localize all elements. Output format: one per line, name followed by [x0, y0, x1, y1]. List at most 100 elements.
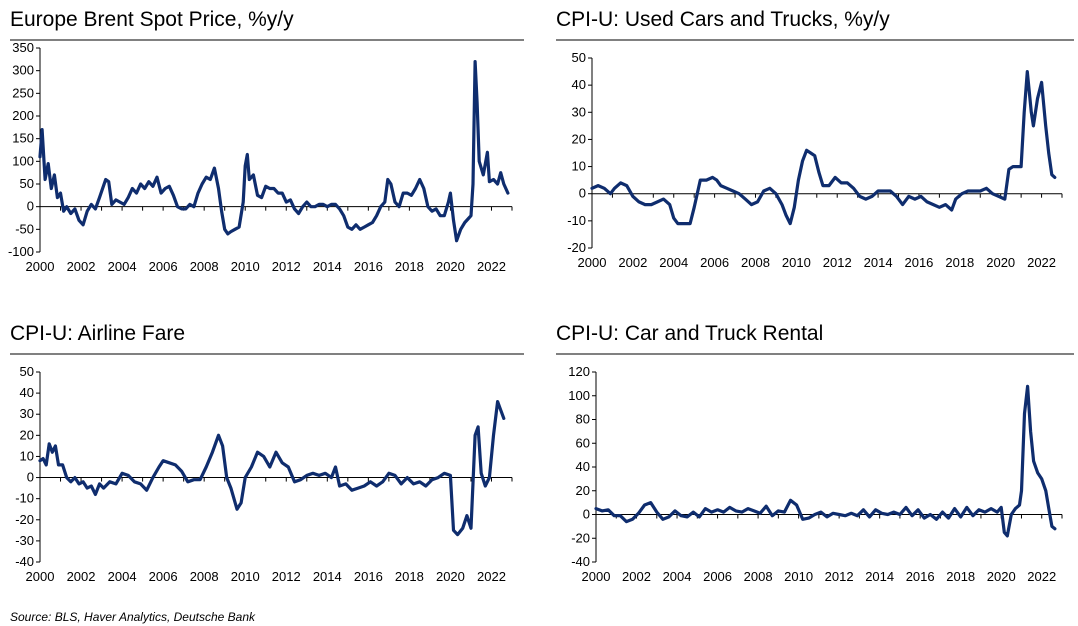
x-tick-label: 2016 — [354, 569, 383, 584]
chart-panel-rental: CPI-U: Car and Truck Rental 120 100 80 60 40… — [556, 322, 1074, 592]
y-tick-label: 60 — [576, 435, 590, 450]
x-tick-label: 2016 — [906, 569, 935, 584]
y-tick-label: 0 — [27, 199, 34, 214]
x-tick-label: 2006 — [149, 569, 178, 584]
x-tick-label: 2018 — [945, 255, 974, 270]
y-tick-label: -20 — [15, 512, 34, 527]
x-tick-label: 2004 — [108, 259, 137, 274]
y-tick-label: -40 — [571, 554, 590, 569]
y-tick-label: 200 — [12, 108, 34, 123]
y-tick-label: 50 — [20, 176, 34, 191]
y-tick-label: 350 — [12, 40, 34, 55]
series-line — [590, 70, 1057, 226]
x-tick-label: 2000 — [26, 259, 55, 274]
y-tick-label: 40 — [572, 77, 586, 92]
x-tick-label: 2002 — [618, 255, 647, 270]
x-tick-label: 2020 — [987, 569, 1016, 584]
y-tick-label: -20 — [571, 530, 590, 545]
x-tick-label: 2010 — [231, 259, 260, 274]
x-tick-label: 2002 — [67, 569, 96, 584]
y-tick-label: 100 — [12, 153, 34, 168]
x-tick-label: 2008 — [741, 255, 770, 270]
x-tick-label: 2018 — [946, 569, 975, 584]
x-tick-label: 2018 — [395, 569, 424, 584]
y-tick-label: 40 — [20, 385, 34, 400]
x-tick-label: 2014 — [864, 255, 893, 270]
y-tick-label: 300 — [12, 63, 34, 78]
x-tick-label: 2012 — [272, 569, 301, 584]
x-tick-label: 2020 — [436, 259, 465, 274]
series-line — [38, 400, 506, 537]
chart-panel-brent: Europe Brent Spot Price, %y/y 350 300 250 2… — [8, 8, 524, 280]
x-tick-label: 2020 — [986, 255, 1015, 270]
y-tick-label: 20 — [20, 427, 34, 442]
y-tick-label: 80 — [576, 412, 590, 427]
y-tick-label: 120 — [568, 364, 590, 379]
x-tick-label: 2002 — [67, 259, 96, 274]
y-tick-label: -30 — [15, 533, 34, 548]
x-tick-label: 2016 — [354, 259, 383, 274]
chart-title: CPI-U: Used Cars and Trucks, %y/y — [556, 8, 890, 31]
x-tick-label: 2014 — [865, 569, 894, 584]
x-tick-label: 2022 — [1027, 255, 1056, 270]
x-tick-label: 2012 — [272, 259, 301, 274]
y-tick-label: 30 — [20, 406, 34, 421]
x-tick-label: 2012 — [823, 255, 852, 270]
chart-panel-used-cars: CPI-U: Used Cars and Trucks, %y/y 50 40 30… — [556, 8, 1074, 280]
y-tick-label: 10 — [20, 448, 34, 463]
x-tick-label: 2014 — [313, 569, 342, 584]
x-tick-label: 2008 — [190, 259, 219, 274]
y-tick-label: -10 — [15, 491, 34, 506]
x-tick-label: 2000 — [578, 255, 607, 270]
y-tick-label: 100 — [568, 388, 590, 403]
x-tick-label: 2022 — [477, 569, 506, 584]
x-tick-label: 2022 — [477, 259, 506, 274]
y-tick-label: -20 — [567, 240, 586, 255]
x-tick-label: 2022 — [1027, 569, 1056, 584]
chart-title: CPI-U: Car and Truck Rental — [556, 322, 824, 345]
series-line — [38, 60, 510, 243]
y-tick-label: 0 — [27, 470, 34, 485]
x-tick-label: 2006 — [700, 255, 729, 270]
x-tick-label: 2000 — [26, 569, 55, 584]
x-tick-label: 2004 — [663, 569, 692, 584]
y-tick-label: 0 — [583, 507, 590, 522]
y-tick-label: -10 — [567, 213, 586, 228]
x-tick-label: 2008 — [190, 569, 219, 584]
y-tick-label: -50 — [15, 221, 34, 236]
x-tick-label: 2020 — [436, 569, 465, 584]
y-tick-label: -40 — [15, 554, 34, 569]
y-tick-label: -100 — [8, 244, 34, 259]
y-tick-label: 50 — [572, 50, 586, 65]
y-tick-label: 40 — [576, 459, 590, 474]
x-tick-label: 2012 — [825, 569, 854, 584]
chart-title: CPI-U: Airline Fare — [10, 322, 186, 345]
series-line — [594, 384, 1057, 538]
x-tick-label: 2014 — [313, 259, 342, 274]
x-tick-label: 2010 — [782, 255, 811, 270]
y-tick-label: 0 — [579, 186, 586, 201]
y-tick-label: 250 — [12, 85, 34, 100]
chart-panel-airline: CPI-U: Airline Fare 50 40 30 20 10 0 -10 -20 -30… — [10, 322, 524, 592]
y-tick-label: 10 — [572, 159, 586, 174]
x-tick-label: 2002 — [622, 569, 651, 584]
x-tick-label: 2010 — [784, 569, 813, 584]
y-tick-label: 30 — [572, 104, 586, 119]
y-tick-label: 20 — [572, 131, 586, 146]
x-tick-label: 2010 — [231, 569, 260, 584]
y-tick-label: 20 — [576, 483, 590, 498]
y-tick-label: 50 — [20, 364, 34, 379]
x-tick-label: 2004 — [659, 255, 688, 270]
x-tick-label: 2000 — [582, 569, 611, 584]
x-tick-label: 2004 — [108, 569, 137, 584]
x-tick-label: 2016 — [904, 255, 933, 270]
source-note: Source: BLS, Haver Analytics, Deutsche B… — [10, 610, 256, 624]
x-tick-label: 2018 — [395, 259, 424, 274]
x-tick-label: 2006 — [149, 259, 178, 274]
x-tick-label: 2006 — [703, 569, 732, 584]
y-tick-label: 150 — [12, 131, 34, 146]
